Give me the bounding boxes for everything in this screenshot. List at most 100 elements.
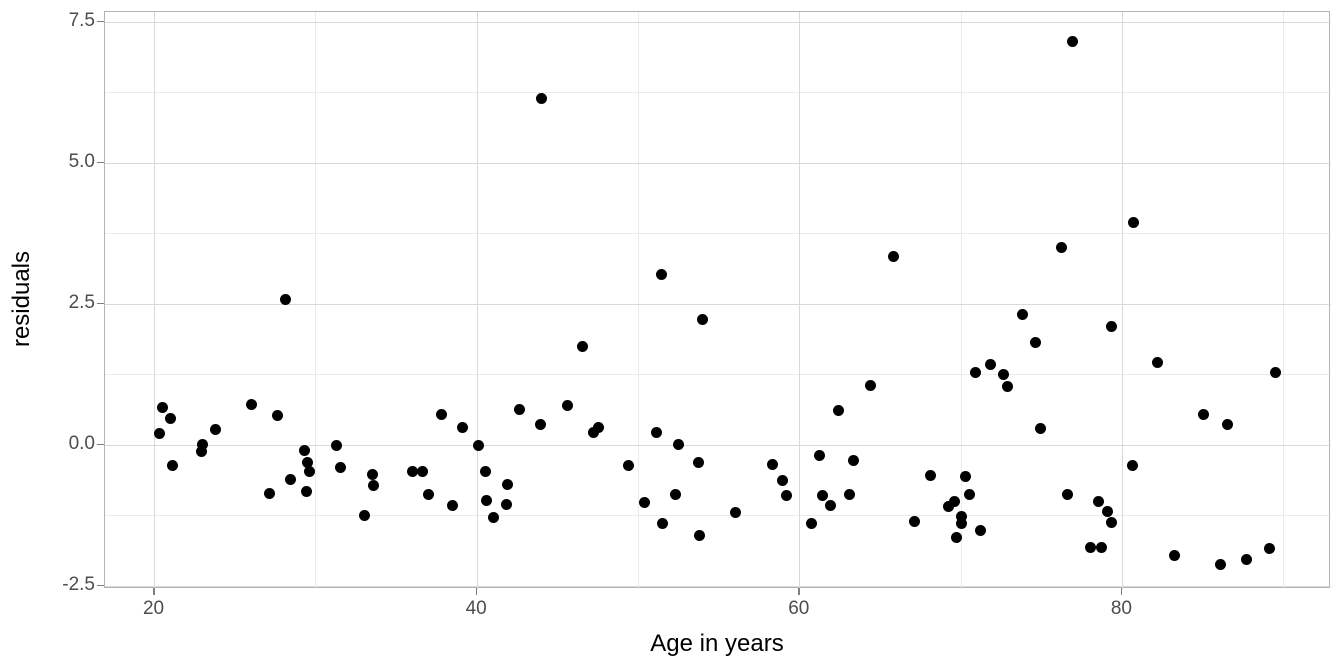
data-point — [165, 412, 177, 424]
data-point — [416, 466, 428, 478]
data-point — [1016, 308, 1028, 320]
data-point — [1152, 356, 1164, 368]
data-point — [781, 489, 793, 501]
data-point — [1221, 419, 1233, 431]
data-point — [1197, 409, 1209, 421]
data-point — [284, 473, 296, 485]
minor-gridline-x — [1283, 12, 1285, 589]
data-point — [697, 314, 709, 326]
data-point — [1215, 559, 1227, 571]
data-point — [1055, 242, 1067, 254]
major-gridline-y — [105, 162, 1331, 164]
x-tick-label: 40 — [465, 598, 487, 619]
major-gridline-y — [105, 585, 1331, 587]
data-point — [865, 379, 877, 391]
data-point — [924, 470, 936, 482]
data-point — [955, 518, 967, 530]
data-point — [639, 496, 651, 508]
data-point — [423, 488, 435, 500]
y-tick-label: -2.5 — [62, 574, 95, 596]
data-point — [694, 530, 706, 542]
plot-panel — [104, 11, 1331, 589]
data-point — [974, 524, 986, 536]
data-point — [776, 475, 788, 487]
data-point — [908, 516, 920, 528]
data-point — [970, 367, 982, 379]
data-point — [673, 438, 685, 450]
y-tick-label: 7.5 — [68, 10, 95, 32]
y-tick-mark — [97, 20, 104, 23]
data-point — [833, 405, 844, 417]
data-point — [816, 490, 828, 502]
data-point — [824, 500, 836, 512]
data-point — [358, 509, 370, 521]
y-tick-mark — [97, 302, 104, 305]
data-point — [942, 500, 954, 512]
data-point — [473, 439, 485, 451]
data-point — [1034, 422, 1046, 434]
data-point — [1002, 381, 1014, 392]
major-gridline-x — [799, 12, 801, 589]
data-point — [166, 459, 178, 471]
data-point — [1084, 542, 1096, 554]
data-point — [1066, 36, 1078, 48]
x-tick-mark — [1120, 588, 1123, 595]
data-point — [1095, 542, 1107, 554]
data-point — [457, 421, 469, 433]
data-point — [657, 517, 669, 529]
x-tick-label: 80 — [1110, 598, 1132, 619]
data-point — [805, 518, 817, 530]
data-point — [502, 479, 514, 491]
data-point — [847, 455, 859, 467]
data-point — [534, 419, 546, 431]
data-point — [592, 422, 604, 434]
data-point — [997, 368, 1009, 380]
data-point — [536, 92, 548, 104]
data-point — [813, 450, 825, 462]
x-tick-label: 60 — [788, 598, 810, 619]
data-point — [513, 404, 525, 416]
data-point — [587, 427, 599, 439]
data-point — [766, 459, 778, 471]
data-point — [197, 439, 209, 451]
data-point — [960, 471, 972, 483]
data-point — [210, 423, 222, 435]
x-tick-mark — [475, 588, 478, 595]
x-tick-mark — [153, 588, 155, 595]
data-point — [1168, 550, 1180, 562]
data-point — [655, 268, 667, 280]
data-point — [561, 399, 573, 411]
data-point — [300, 485, 312, 497]
data-point — [576, 340, 588, 352]
major-gridline-x — [154, 12, 156, 589]
data-point — [479, 465, 491, 477]
data-point — [407, 465, 419, 477]
minor-gridline-y — [105, 233, 1331, 235]
data-point — [950, 532, 962, 544]
x-tick-mark — [798, 588, 800, 595]
data-point — [1270, 366, 1282, 378]
data-point — [481, 494, 493, 506]
major-gridline-y — [105, 444, 1331, 446]
data-point — [1062, 489, 1074, 501]
data-point — [1128, 216, 1140, 228]
data-point — [303, 465, 315, 477]
y-tick-label: 5.0 — [68, 151, 95, 173]
x-tick-label: 20 — [142, 598, 165, 619]
y-tick-mark — [97, 161, 104, 164]
minor-gridline-y — [105, 515, 1331, 517]
data-point — [157, 401, 169, 413]
data-point — [1029, 337, 1041, 349]
data-point — [366, 469, 378, 480]
data-point — [487, 512, 499, 524]
minor-gridline-y — [105, 92, 1331, 94]
minor-gridline-x — [315, 12, 317, 589]
data-point — [334, 462, 346, 474]
y-tick-mark — [97, 443, 104, 446]
data-point — [623, 459, 635, 471]
minor-gridline-x — [637, 12, 639, 589]
data-point — [844, 489, 856, 501]
data-point — [271, 409, 283, 421]
y-tick-label: 0.0 — [68, 433, 95, 455]
